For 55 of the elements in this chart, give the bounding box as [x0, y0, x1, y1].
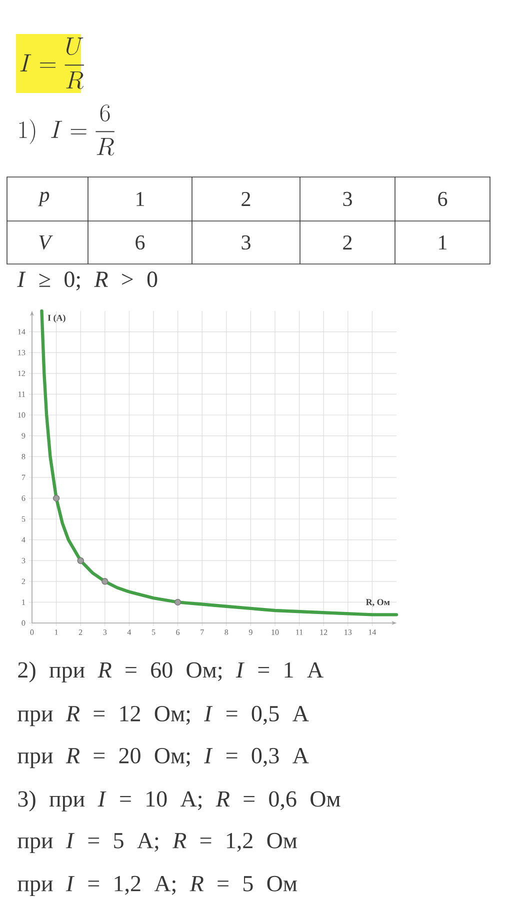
y-tick-label: 0: [22, 620, 26, 626]
x-tick-label: 1: [55, 630, 58, 635]
x-tick-label: 3: [103, 630, 107, 635]
text: V: [39, 235, 53, 250]
x-tick-label: 13: [344, 630, 352, 635]
x-tick-label: 5: [152, 630, 156, 635]
text: при I = 1,2 А; R = 5 Ом: [18, 876, 297, 896]
y-tick-label: 9: [22, 433, 26, 438]
text: 1: [136, 192, 144, 206]
x-tick-label: 9: [248, 630, 252, 635]
x-tick-label: 10: [272, 630, 279, 635]
x-tick-label: 4: [127, 630, 132, 635]
y-tick-label: 6: [22, 496, 26, 501]
text: при R = 20 Ом; I = 0,3 А: [18, 748, 309, 768]
text: 3) при I = 10 А; R = 0,6 Ом: [18, 790, 340, 812]
x-tick-label: 8: [224, 630, 228, 635]
text: 6: [438, 192, 448, 206]
text: $1)\ I=\frac{6}{R}$: [19, 104, 114, 156]
y-tick-label: 1: [22, 600, 25, 605]
y-tick-label: 4: [22, 537, 26, 542]
text: 2: [242, 192, 250, 206]
text: при R = 12 Ом; I = 0,5 А: [18, 706, 309, 726]
x-tick-label: 0: [30, 630, 34, 635]
text: p: [38, 192, 50, 206]
text: при I = 5 А; R = 1,2 Ом: [18, 832, 297, 854]
text: 2: [343, 236, 352, 250]
text: 2) при R = 60 Ом; I = 1 А: [18, 662, 324, 682]
text: 1: [439, 236, 446, 250]
text: 3: [343, 192, 352, 206]
y-tick-label: 14: [18, 329, 26, 334]
x-axis-title: R, Ом: [366, 599, 390, 606]
y-tick-label: 11: [18, 392, 25, 397]
x-tick-label: 12: [320, 630, 328, 635]
y-tick-label: 2: [22, 578, 26, 584]
y-tick-label: 12: [18, 370, 26, 376]
y-tick-label: 7: [22, 474, 26, 480]
line-series: [40, 309, 398, 616]
text: 6: [136, 235, 145, 250]
point: [174, 598, 182, 606]
x-tick-label: 7: [200, 630, 204, 635]
point: [52, 494, 60, 502]
point: [77, 557, 84, 564]
y-tick-label: 10: [18, 412, 26, 418]
y-axis-title: I (A): [48, 314, 66, 323]
text: 3: [242, 235, 250, 250]
point: [102, 578, 108, 585]
y-tick-label: 3: [22, 558, 26, 564]
x-tick-label: 6: [176, 630, 180, 635]
y-tick-label: 5: [22, 516, 26, 522]
x-tick-label: 11: [296, 630, 303, 635]
x-tick-label: 2: [78, 630, 82, 635]
y-tick-label: 13: [18, 350, 26, 356]
text: I ≥ 0; R > 0: [17, 272, 158, 290]
x-tick-label: 14: [368, 630, 376, 635]
y-tick-label: 8: [22, 454, 26, 460]
